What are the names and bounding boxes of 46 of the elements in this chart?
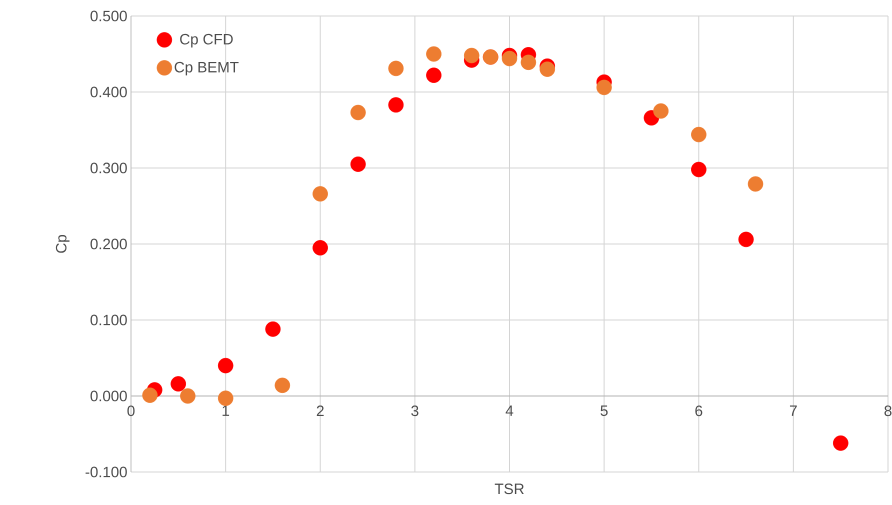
point [218, 390, 234, 406]
point [520, 54, 536, 70]
x-axis-title: TSR [494, 484, 524, 494]
y-tick-label: -0.100 [86, 466, 127, 478]
x-tick-label: 5 [600, 406, 608, 416]
point [312, 186, 328, 202]
y-axis-title: Cp [56, 235, 70, 253]
point [540, 61, 556, 77]
point [748, 176, 764, 192]
point [312, 240, 328, 256]
point [265, 321, 281, 337]
point [596, 80, 612, 96]
legend-label: Cp BEMT [174, 62, 239, 76]
y-tick-label: 0.000 [90, 390, 127, 402]
point [388, 60, 404, 76]
y-tick-label: 0.400 [90, 86, 127, 98]
point [464, 48, 480, 64]
point [426, 46, 442, 62]
x-tick-label: 3 [411, 406, 418, 416]
x-tick-label: 0 [127, 406, 135, 416]
x-tick-label: 7 [790, 406, 797, 416]
point [350, 104, 366, 120]
x-tick-label: 8 [884, 406, 892, 416]
point [691, 162, 706, 178]
x-tick-label: 1 [222, 406, 230, 416]
point [832, 435, 848, 451]
point [350, 156, 366, 172]
point [653, 103, 669, 119]
point [274, 378, 290, 394]
y-tick-label: 0.100 [90, 314, 127, 326]
x-tick-label: 4 [506, 406, 514, 416]
point [218, 358, 234, 374]
x-tick-label: 6 [695, 406, 702, 416]
point [691, 126, 706, 142]
point [388, 97, 404, 113]
y-tick-label: 0.200 [90, 238, 127, 250]
point [170, 376, 186, 392]
point [502, 50, 518, 66]
point [180, 388, 196, 404]
legend-label: Cp CFD [180, 34, 233, 48]
point [426, 68, 442, 83]
y-tick-label: 0.300 [90, 162, 127, 174]
point [142, 388, 158, 403]
x-tick-label: 2 [316, 406, 324, 416]
point [738, 232, 754, 248]
y-tick-label: 0.500 [90, 10, 127, 22]
